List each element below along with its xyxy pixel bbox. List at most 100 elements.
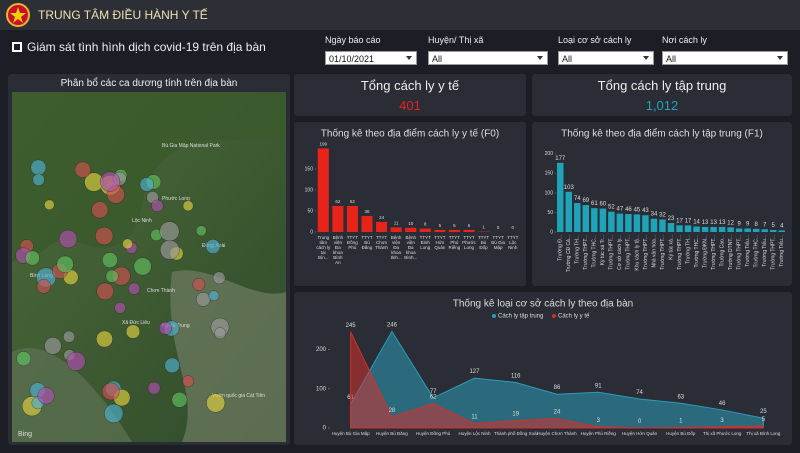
data-label: 62 xyxy=(335,199,341,204)
map-marker[interactable] xyxy=(37,387,55,405)
data-label: 74 xyxy=(574,196,581,202)
map-marker[interactable] xyxy=(159,239,180,260)
map-marker[interactable] xyxy=(133,257,152,276)
bar xyxy=(778,230,785,232)
map-marker[interactable] xyxy=(114,301,126,314)
map-marker[interactable] xyxy=(195,291,211,307)
map[interactable]: Bù Gia Mập National Park Phước Long Lộc Ni… xyxy=(12,92,286,442)
map-marker[interactable] xyxy=(151,199,164,213)
chart: Thống kê theo địa điểm cách ly y tế (F0)… xyxy=(305,128,515,236)
map-label: Bù Gia Mập National Park xyxy=(162,143,220,149)
data-label: 62 xyxy=(350,199,356,204)
map-marker[interactable] xyxy=(32,173,45,186)
data-label: 3 xyxy=(597,418,601,424)
data-label: 23 xyxy=(668,216,675,222)
chart-title: Thống kê loại cơ sở cách ly theo địa bàn xyxy=(453,298,633,310)
y-tick-label: 50 xyxy=(547,210,553,216)
map-marker[interactable] xyxy=(44,337,62,355)
map-marker[interactable] xyxy=(16,351,32,367)
map-marker[interactable] xyxy=(125,324,141,339)
map-marker[interactable] xyxy=(96,282,114,301)
x-tick-label: TTYT Chơn Thành xyxy=(375,235,388,250)
bar xyxy=(390,227,402,232)
data-label: 9 xyxy=(746,221,750,227)
map-marker[interactable] xyxy=(91,201,109,219)
map-marker[interactable] xyxy=(214,327,227,340)
map-marker[interactable] xyxy=(95,226,114,246)
map-marker[interactable] xyxy=(62,330,76,343)
map-label: Xã Đức Liêu xyxy=(122,320,150,326)
map-marker[interactable] xyxy=(58,229,78,249)
data-label: 13 xyxy=(710,220,717,226)
bar xyxy=(591,208,598,232)
data-label: 52 xyxy=(608,205,615,211)
data-label: 5 xyxy=(468,223,471,228)
map-marker[interactable] xyxy=(182,200,194,212)
map-marker[interactable] xyxy=(56,255,74,274)
x-tick-label: Trường Tiểu... xyxy=(744,235,751,267)
legend-label: Cách ly tập trung xyxy=(498,314,543,320)
map-marker[interactable] xyxy=(66,351,86,371)
filter-dropdown[interactable]: All xyxy=(662,51,788,65)
map-marker[interactable] xyxy=(139,177,155,192)
bar xyxy=(650,218,658,232)
bar xyxy=(565,191,573,232)
x-tick-label: TTYT Lộc Ninh xyxy=(507,235,519,250)
map-marker[interactable] xyxy=(105,269,119,283)
data-label: 5 xyxy=(772,223,776,229)
map-marker[interactable] xyxy=(74,161,92,178)
x-tick-label: Trường THPT... xyxy=(626,235,632,270)
map-marker[interactable] xyxy=(158,321,172,335)
x-tick-label: TTYT Phú Riềng xyxy=(448,235,461,250)
x-tick-label: Thành phố Đồng Xoài xyxy=(494,431,538,436)
x-tick-label: Trường Cao... xyxy=(719,235,725,266)
map-marker[interactable] xyxy=(212,271,226,285)
logo xyxy=(6,3,30,27)
map-marker[interactable] xyxy=(101,252,118,269)
map-marker[interactable] xyxy=(171,391,188,408)
map-marker[interactable] xyxy=(104,403,124,424)
map-marker[interactable] xyxy=(122,238,133,250)
map-marker[interactable] xyxy=(182,375,195,388)
bar xyxy=(684,225,692,232)
map-label: Phước Long xyxy=(162,196,190,202)
data-label: 46 xyxy=(625,207,632,213)
map-marker[interactable] xyxy=(164,357,180,374)
x-tick-label: Bệnh viện Đa khoa Bình An xyxy=(332,235,344,265)
filter-dropdown[interactable]: 01/10/2021 xyxy=(325,51,417,65)
map-marker[interactable] xyxy=(127,282,141,295)
data-label: 245 xyxy=(346,323,357,329)
map-marker[interactable] xyxy=(95,330,113,348)
data-label: 45 xyxy=(634,207,641,213)
map-marker[interactable] xyxy=(206,393,226,413)
map-marker[interactable] xyxy=(147,381,161,395)
x-tick-label: Cơ sở cách ly... xyxy=(616,235,623,270)
map-marker[interactable] xyxy=(208,290,220,302)
map-marker[interactable] xyxy=(101,382,120,401)
data-label: 25 xyxy=(760,409,767,415)
data-label: 246 xyxy=(387,322,398,328)
map-attribution: Bing xyxy=(18,431,32,438)
map-marker[interactable] xyxy=(36,278,52,294)
subtitle-text: Giám sát tình hình dịch covid-19 trên đị… xyxy=(27,40,266,54)
data-label: 8 xyxy=(755,222,759,228)
map-marker[interactable] xyxy=(205,239,221,254)
x-tick-label: Trường THPT... xyxy=(771,235,777,270)
y-tick-label: 100 xyxy=(305,187,314,193)
map-marker[interactable] xyxy=(30,159,47,176)
filter-dropdown[interactable]: All xyxy=(558,51,654,65)
map-marker[interactable] xyxy=(44,199,55,211)
bar xyxy=(317,148,329,232)
filter-dropdown[interactable]: All xyxy=(428,51,548,65)
map-marker[interactable] xyxy=(192,277,206,291)
map-panel: Phân bổ các ca dương tính trên địa bàn B… xyxy=(8,74,290,445)
data-label: 17 xyxy=(685,218,692,224)
map-marker[interactable] xyxy=(159,221,180,242)
map-marker[interactable] xyxy=(99,171,121,192)
map-marker[interactable] xyxy=(24,250,40,266)
bar xyxy=(332,205,344,232)
map-marker[interactable] xyxy=(195,225,207,237)
x-tick-label: Thị xã Phước Long xyxy=(703,431,742,436)
x-tick-label: Trường DTNT... xyxy=(728,235,734,270)
x-tick-label: Nhà văn hóa... xyxy=(651,235,657,268)
